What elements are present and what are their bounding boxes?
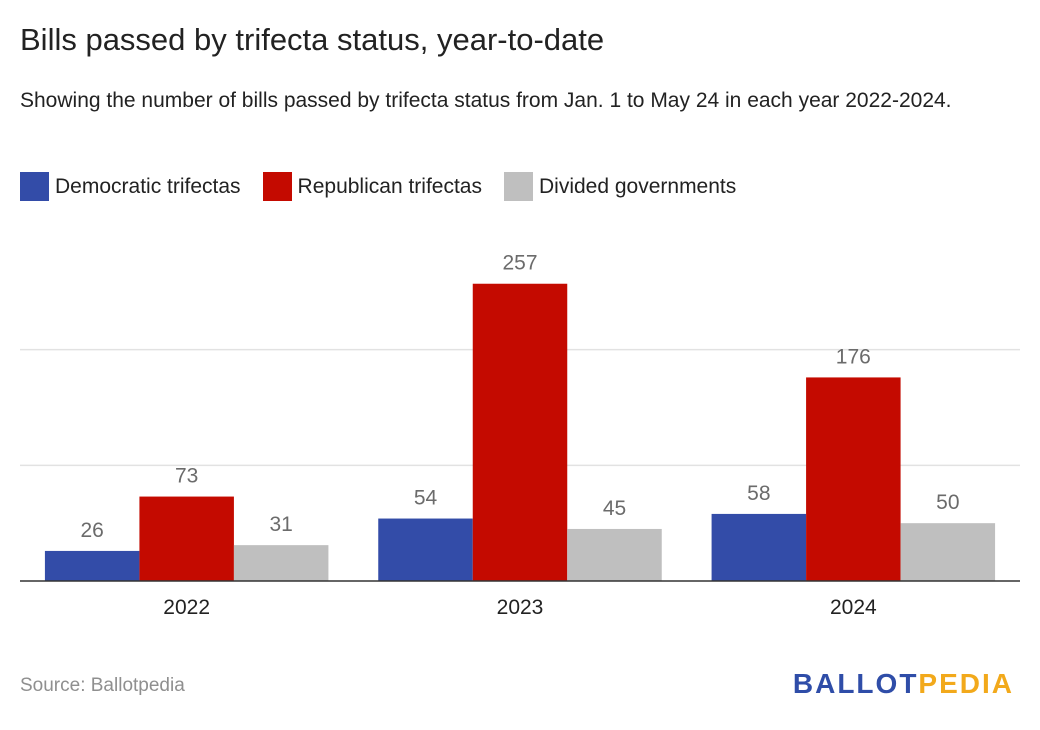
data-label-republican-2024: 176 xyxy=(836,345,871,368)
legend-swatch-democratic xyxy=(20,172,49,201)
legend-item-republican: Republican trifectas xyxy=(262,172,482,201)
bar-divided-2022 xyxy=(233,545,329,581)
source-note: Source: Ballotpedia xyxy=(20,675,185,696)
chart-title: Bills passed by trifecta status, year-to… xyxy=(20,22,605,57)
chart-subtitle: Showing the number of bills passed by tr… xyxy=(20,89,952,112)
data-label-democratic-2024: 58 xyxy=(747,482,770,505)
x-tick-label-2022: 2022 xyxy=(163,596,210,619)
data-label-democratic-2022: 26 xyxy=(80,519,103,542)
legend-label-divided: Divided governments xyxy=(538,174,737,198)
data-label-divided-2022: 31 xyxy=(269,513,292,536)
legend-swatch-divided xyxy=(503,172,533,201)
bar-democratic-2022 xyxy=(44,550,140,581)
x-tick-label-2023: 2023 xyxy=(497,596,544,619)
bar-divided-2024 xyxy=(900,523,996,581)
legend-label-republican: Republican trifectas xyxy=(297,174,482,198)
logo-text-pedia: PEDIA xyxy=(918,668,1014,699)
legend-label-democratic: Democratic trifectas xyxy=(55,174,241,198)
data-label-republican-2023: 257 xyxy=(502,252,537,275)
bar-divided-2023 xyxy=(567,528,662,581)
legend-swatch-republican xyxy=(262,172,292,201)
logo-text-ballot: BALLOT xyxy=(792,668,919,699)
data-label-democratic-2023: 54 xyxy=(414,487,438,510)
legend-item-democratic: Democratic trifectas xyxy=(20,172,241,201)
bar-republican-2022 xyxy=(139,496,234,581)
legend: Democratic trifectas Republican trifecta… xyxy=(20,172,758,201)
data-label-divided-2023: 45 xyxy=(603,497,626,520)
ballotpedia-logo: BALLOTPEDIA xyxy=(793,668,1014,700)
data-label-divided-2024: 50 xyxy=(936,491,959,514)
legend-item-divided: Divided governments xyxy=(503,172,737,201)
bar-republican-2023 xyxy=(472,283,568,581)
x-tick-label-2024: 2024 xyxy=(830,596,877,619)
bar-democratic-2024 xyxy=(711,513,807,581)
bar-republican-2024 xyxy=(806,377,901,581)
bar-democratic-2023 xyxy=(378,518,473,581)
data-label-republican-2022: 73 xyxy=(175,465,198,488)
